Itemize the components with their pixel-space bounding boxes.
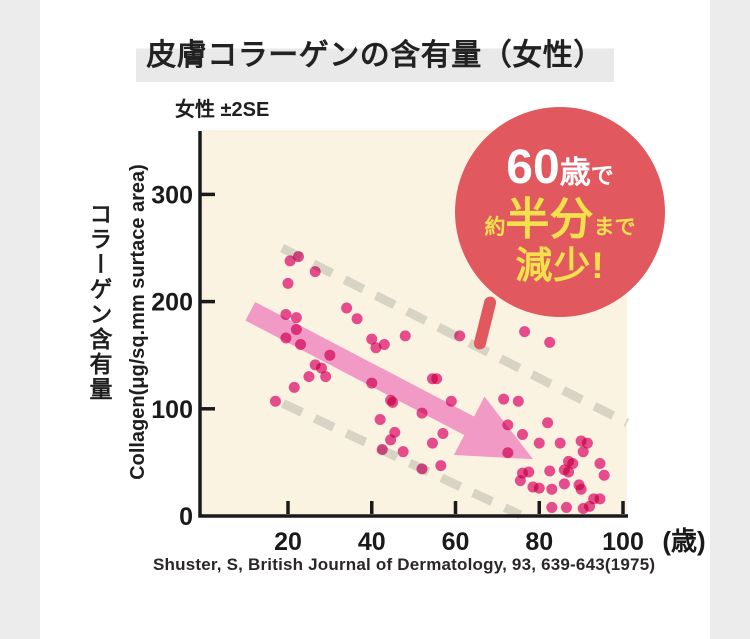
- y-axis-title-en: Collagen(μg/sq.mm surtace area): [127, 164, 149, 480]
- data-point: [523, 466, 535, 478]
- x-tick-label: 20: [274, 528, 302, 556]
- data-point: [544, 465, 556, 477]
- data-point: [290, 323, 302, 335]
- data-point: [581, 437, 593, 449]
- y-tick-label: 100: [151, 396, 193, 424]
- data-point: [324, 349, 336, 361]
- badge-made: まで: [593, 216, 636, 239]
- data-point: [594, 493, 606, 505]
- data-point: [292, 251, 304, 263]
- data-point: [269, 395, 281, 407]
- data-point: [598, 469, 610, 481]
- data-point: [431, 373, 443, 385]
- tick-marks: [201, 192, 625, 514]
- data-point: [575, 483, 587, 495]
- source-citation: Shuster, S, British Journal of Dermatolo…: [153, 555, 656, 574]
- data-point: [341, 302, 353, 314]
- badge-line1: 60歳で: [506, 144, 613, 192]
- data-point: [577, 446, 589, 458]
- data-point: [512, 395, 524, 407]
- data-point: [320, 371, 332, 383]
- trend-arrow: [245, 301, 533, 460]
- data-point: [517, 429, 528, 441]
- x-tick-label: 60: [442, 528, 470, 556]
- data-point: [584, 500, 595, 512]
- data-point: [309, 266, 321, 278]
- data-point: [445, 395, 457, 407]
- page-title-text: 皮膚コラーゲンの含有量（女性）: [136, 28, 614, 82]
- data-point: [316, 362, 327, 374]
- y-tick-label: 200: [151, 289, 193, 317]
- data-point: [502, 447, 514, 459]
- trend-arrow-group: [245, 301, 533, 460]
- data-point: [378, 338, 390, 350]
- data-point: [280, 332, 292, 344]
- y-axis-title-ja: コラーゲン含有量: [86, 202, 112, 402]
- badge-half: 半分: [505, 195, 594, 244]
- data-point: [290, 312, 302, 324]
- data-point: [546, 483, 558, 495]
- x-tick-label: 100: [602, 528, 644, 556]
- callout-badge: 60歳で 約半分まで 減少!: [455, 107, 665, 317]
- badge-approx: 約: [484, 216, 506, 239]
- data-point: [397, 446, 409, 458]
- data-point: [563, 466, 575, 478]
- data-point: [288, 381, 300, 393]
- data-point: [533, 437, 545, 449]
- data-point: [303, 371, 315, 383]
- data-point: [426, 437, 438, 449]
- data-point: [542, 417, 554, 429]
- data-point: [567, 457, 579, 469]
- data-point: [544, 336, 556, 348]
- badge-age-suffix: 歳: [559, 155, 591, 190]
- data-point: [437, 427, 449, 439]
- se-band-line: [281, 399, 523, 520]
- data-point: [498, 393, 510, 405]
- data-point: [416, 463, 428, 475]
- x-tick-label: 40: [358, 528, 386, 556]
- data-point: [554, 437, 566, 449]
- y-tick-label: 300: [151, 181, 193, 209]
- badge-decrease: 減少!: [515, 245, 605, 286]
- data-point: [435, 460, 447, 472]
- data-point: [374, 414, 386, 426]
- data-point: [387, 396, 399, 408]
- data-point: [366, 377, 378, 389]
- tick-labels: 0 100 200 300 20 40 60 80 100: [151, 181, 644, 556]
- data-point: [594, 457, 606, 469]
- y-tick-label: 0: [179, 503, 193, 531]
- data-point: [366, 333, 378, 345]
- scatter-points: [269, 251, 610, 514]
- badge-line2: 約半分まで: [485, 198, 636, 242]
- data-point: [351, 313, 363, 325]
- badge-age-number: 60: [506, 141, 560, 194]
- data-point: [454, 330, 466, 342]
- chart-subtitle: 女性 ±2SE: [175, 99, 270, 121]
- page-title: 皮膚コラーゲンの含有量（女性）: [40, 28, 710, 82]
- data-point: [416, 407, 428, 419]
- data-point: [533, 482, 545, 494]
- data-point: [376, 444, 388, 456]
- axes: [198, 131, 628, 518]
- data-point: [370, 342, 382, 354]
- data-point: [280, 308, 292, 320]
- data-point: [519, 326, 531, 338]
- data-point: [514, 475, 526, 487]
- data-point: [282, 277, 294, 289]
- data-point: [385, 434, 397, 446]
- x-axis-unit-label: (歳): [662, 526, 705, 556]
- data-point: [295, 338, 307, 350]
- badge-particle: で: [590, 162, 614, 188]
- data-point: [558, 478, 570, 490]
- data-point: [284, 255, 296, 267]
- x-tick-label: 80: [525, 528, 553, 556]
- data-point: [560, 501, 572, 513]
- data-point: [546, 501, 558, 513]
- data-point: [502, 419, 514, 431]
- data-point: [399, 330, 411, 342]
